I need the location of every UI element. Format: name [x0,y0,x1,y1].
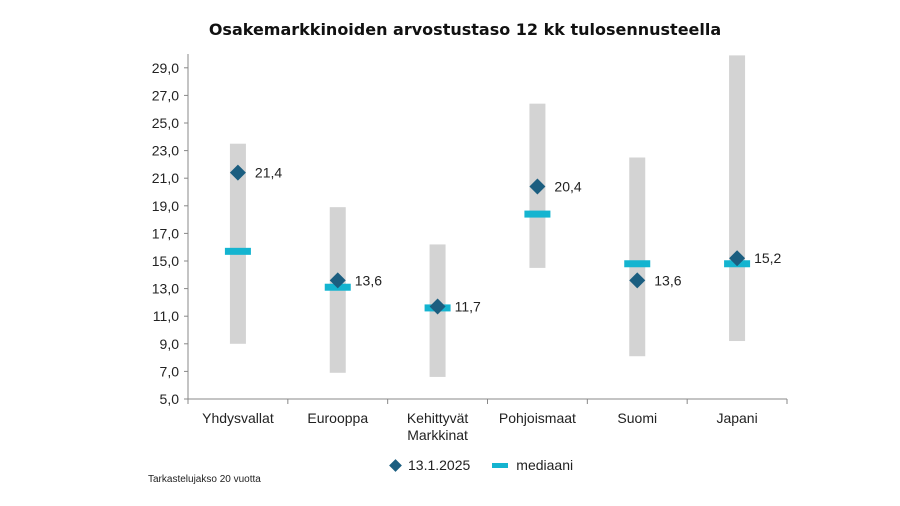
data-label: 15,2 [754,250,781,266]
range-bar [229,143,246,344]
footnote: Tarkastelujakso 20 vuotta [148,474,261,485]
data-label: 13,6 [654,272,681,288]
y-tick-label: 13,0 [152,281,179,297]
data-label: 13,6 [355,272,382,288]
data-label: 20,4 [554,178,581,194]
x-tick-label: Suomi [617,410,657,426]
x-tick-label: Markkinat [407,427,468,443]
dash-icon [492,462,509,468]
y-tick-label: 21,0 [152,170,179,186]
y-tick-label: 11,0 [153,308,179,324]
data-label: 11,7 [455,299,481,315]
range-bar [629,157,646,357]
y-tick-label: 17,0 [152,225,179,241]
legend-item-date: 13.1.2025 [389,457,471,473]
y-tick-label: 7,0 [160,363,180,379]
range-bar [729,55,746,342]
x-tick-label: Pohjoismaat [499,410,576,426]
chart-title: Osakemarkkinoiden arvostustaso 12 kk tul… [208,20,722,39]
x-tick-label: Yhdysvallat [202,410,274,426]
y-tick-label: 29,0 [152,60,179,76]
y-tick-label: 27,0 [152,87,179,103]
value-marker [629,272,646,289]
x-tick-label: Kehittyvät [407,410,469,426]
legend-label-median: mediaani [516,457,574,473]
median-marker [624,260,651,268]
diamond-icon [389,458,402,472]
legend-item-median: mediaani [492,457,573,473]
y-tick-label: 23,0 [152,143,179,159]
y-tick-label: 5,0 [160,391,180,407]
value-marker [429,298,446,315]
value-marker [329,272,346,289]
y-tick-label: 19,0 [152,198,179,214]
value-marker [729,250,746,267]
median-marker [524,210,551,218]
value-marker [229,164,246,181]
y-tick-label: 15,0 [152,253,179,269]
y-tick-label: 25,0 [152,115,179,131]
data-label: 21,4 [255,165,282,181]
legend-label-date: 13.1.2025 [408,457,471,473]
legend: 13.1.2025 mediaani [389,457,595,473]
y-tick-label: 9,0 [160,336,180,352]
median-marker [224,247,251,255]
x-tick-label: Japani [716,410,757,426]
x-tick-label: Eurooppa [307,410,368,426]
value-marker [529,178,546,195]
